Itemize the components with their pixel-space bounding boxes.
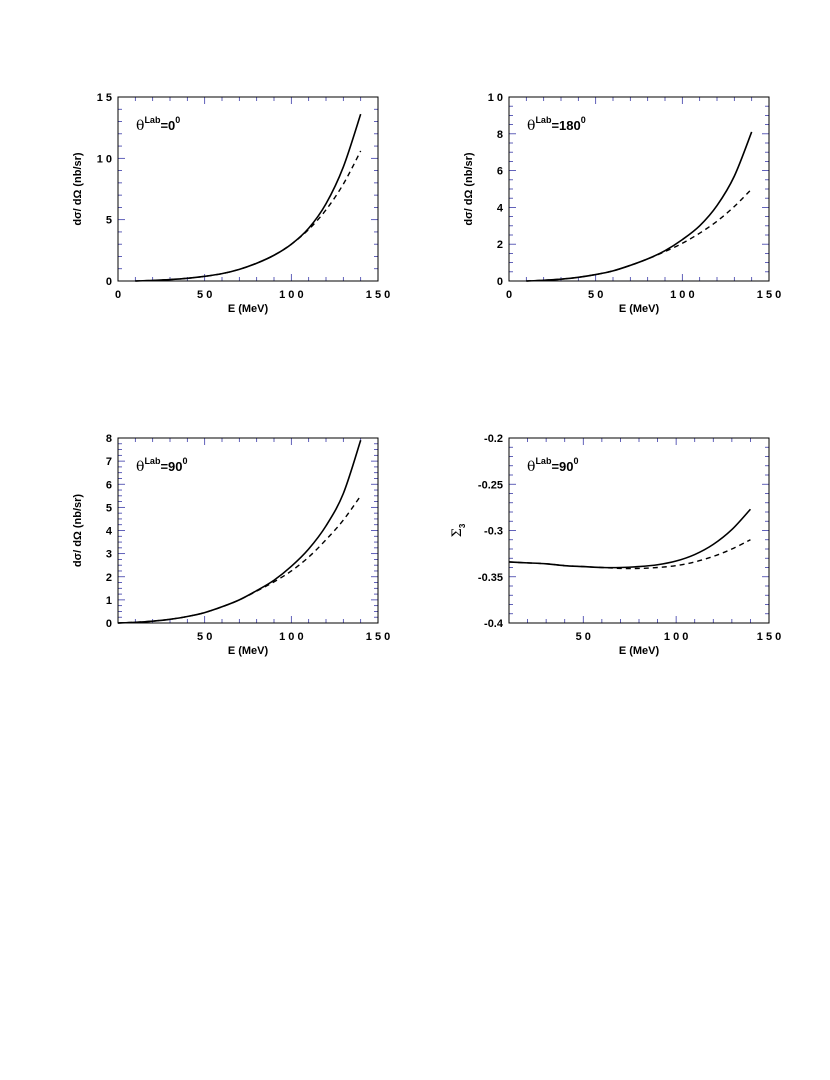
y-axis-label: dσ/ dΩ (nb/sr) [72,152,84,226]
annotation-superscript-degree: 0 [581,115,586,125]
x-axis-label: E (MeV) [619,303,660,315]
y-tick-label: 1 0 [488,92,503,104]
chart-panel-2: 0 5 0 1 0 0 1 5 0 0 2 4 6 8 1 0 E (MeV) dσ/ dΩ (nb/… [463,92,781,315]
annotation-superscript-degree: 0 [183,456,188,466]
theta-symbol: θ [527,118,535,134]
x-tick-label: 1 0 0 [279,631,303,643]
y-axis-label-symbol: Σ [450,528,465,537]
y-tick-label: 7 [106,456,112,468]
x-axis-label: E (MeV) [228,645,269,657]
y-tick-label: 0 [106,618,112,630]
y-axis-label: dσ/ dΩ (nb/sr) [72,494,84,568]
y-axis-label: Σ3 [450,523,467,537]
y-tick-label: 3 [106,549,112,561]
y-tick-label: -0.35 [478,572,503,584]
y-tick-label: 0 [106,276,112,288]
x-tick-label: 1 0 0 [664,631,688,643]
y-tick-label: -0.4 [484,618,504,630]
chart-panel-4: 5 0 1 0 0 1 5 0 -0.4 -0.35 -0.3 -0.25 -0.2 E (Me… [450,433,781,657]
y-tick-label: -0.3 [484,526,503,538]
angle-annotation: θLab=900 [136,456,188,475]
x-tick-label: 5 0 [197,289,212,301]
x-tick-label: 1 5 0 [757,289,781,301]
x-tick-label: 1 5 0 [757,631,781,643]
series-line-dashed [117,495,362,624]
chart-panel-1: 0 5 0 1 0 0 1 5 0 0 5 1 0 1 5 E (MeV) dσ/ dΩ (nb/… [72,92,390,315]
y-tick-label: 4 [497,202,504,214]
y-tick-label: 8 [106,433,112,445]
x-tick-label: 5 0 [197,631,212,643]
series-line-solid [117,440,362,624]
x-tick-label: 1 0 0 [670,289,694,301]
chart-panel-3: 5 0 1 0 0 1 5 0 0 1 2 3 4 5 6 7 8 E (MeV) dσ/ dΩ (nb/… [72,433,390,657]
series-line-dashed [526,188,753,282]
series-line-dashed [508,539,751,570]
annotation-superscript-degree: 0 [574,456,579,466]
y-tick-label: 4 [106,526,113,538]
annotation-superscript-degree: 0 [175,115,180,125]
y-tick-label: -0.25 [478,479,503,491]
y-tick-label: 1 [106,595,112,607]
annotation-superscript-lab: Lab [144,456,161,466]
angle-annotation: θLab=1800 [527,115,586,134]
angle-annotation: θLab=00 [136,115,180,134]
x-tick-label: 1 5 0 [366,289,390,301]
y-tick-label: 2 [497,239,503,251]
annotation-superscript-lab: Lab [535,115,552,125]
annotation-value: =0 [160,118,175,133]
y-tick-label: 5 [106,502,112,514]
theta-symbol: θ [527,459,535,475]
y-tick-label: 1 0 [97,153,112,165]
annotation-superscript-lab: Lab [535,456,552,466]
x-tick-label: 5 0 [576,631,591,643]
plot-frame [508,96,770,282]
annotation-superscript-lab: Lab [144,115,161,125]
annotation-value: =90 [551,459,573,474]
series-line-solid [526,131,753,282]
y-tick-label: 6 [497,166,503,178]
y-tick-label: 6 [106,479,112,491]
x-tick-label: 0 [506,289,512,301]
plot-frame [117,437,379,624]
y-tick-label: 1 5 [97,92,112,104]
x-tick-label: 0 [115,289,121,301]
x-tick-label: 1 5 0 [366,631,390,643]
annotation-value: =180 [551,118,580,133]
angle-annotation: θLab=900 [527,456,579,475]
theta-symbol: θ [136,459,144,475]
series-line-dashed [135,150,362,282]
y-axis-label-subscript: 3 [458,523,467,528]
x-axis-label: E (MeV) [228,303,269,315]
plot-frame [508,437,770,624]
theta-symbol: θ [136,118,144,134]
y-axis-label: dσ/ dΩ (nb/sr) [463,152,475,226]
y-tick-label: 2 [106,572,112,584]
x-axis-label: E (MeV) [619,645,660,657]
y-tick-label: 8 [497,129,503,141]
series-line-solid [508,508,752,569]
annotation-value: =90 [160,459,182,474]
y-tick-label: 0 [497,276,503,288]
series-line-solid [135,113,362,282]
x-tick-label: 1 0 0 [279,289,303,301]
y-tick-label: -0.2 [484,433,503,445]
y-tick-label: 5 [106,215,112,227]
plot-frame [117,96,379,282]
x-tick-label: 5 0 [588,289,603,301]
